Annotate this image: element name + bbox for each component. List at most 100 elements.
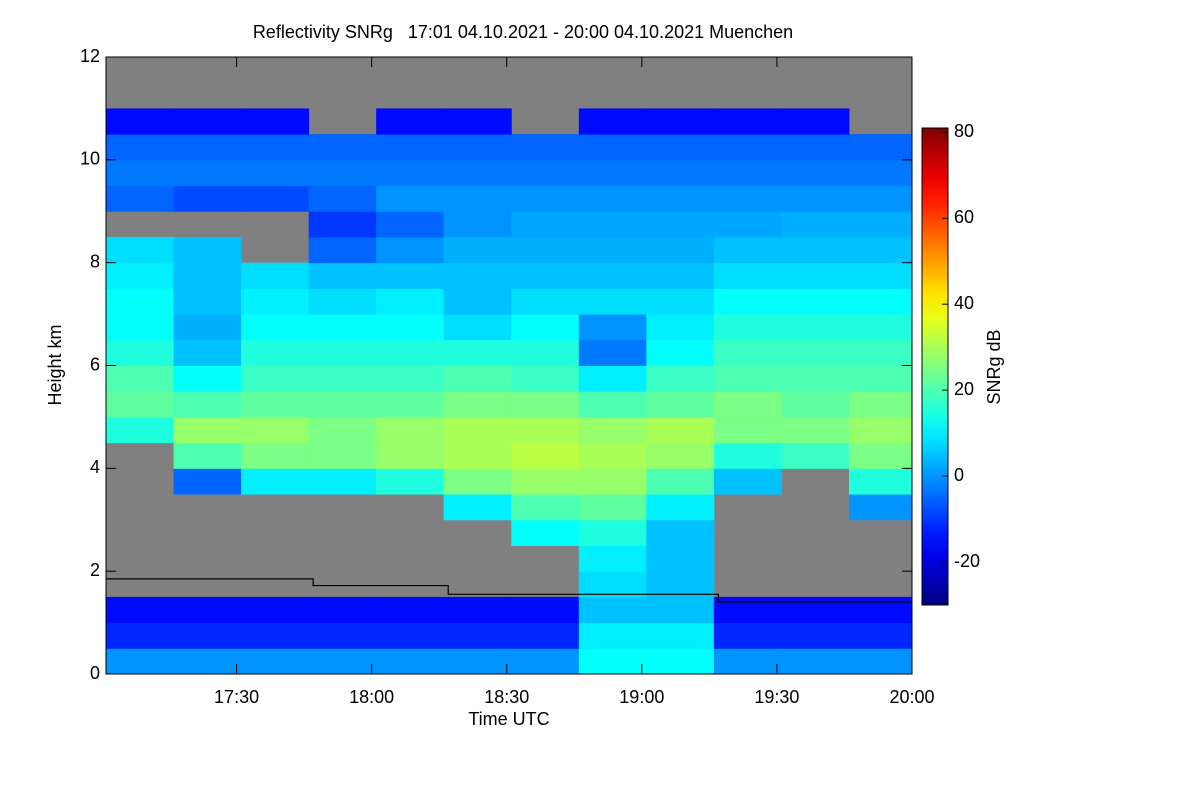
heatmap-cell [713, 391, 782, 418]
heatmap-cell [578, 314, 647, 341]
heatmap-cell [781, 185, 850, 212]
heatmap-cell [241, 134, 310, 161]
heatmap-cell [173, 391, 242, 418]
heatmap-cell [443, 185, 512, 212]
heatmap-cell [578, 185, 647, 212]
heatmap-cell [578, 545, 647, 572]
heatmap-cell [511, 236, 580, 264]
heatmap-cell [848, 314, 913, 341]
x-axis-label: Time UTC [468, 709, 549, 729]
heatmap-cell [308, 314, 377, 341]
heatmap-cell [713, 262, 782, 289]
heatmap-cell [848, 442, 913, 469]
heatmap-cell [781, 108, 850, 135]
heatmap-cell [511, 262, 580, 289]
heatmap-cell [376, 236, 445, 264]
heatmap-cell [376, 416, 445, 444]
heatmap-cell [781, 622, 850, 649]
heatmap-cell [578, 134, 647, 161]
heatmap-cell [646, 339, 715, 366]
heatmap-cell [173, 159, 242, 187]
heatmap-cell [578, 262, 647, 289]
heatmap-cell [241, 442, 310, 469]
heatmap-cell [646, 571, 715, 598]
x-tick-label: 18:00 [349, 687, 394, 707]
y-tick-label: 6 [90, 354, 100, 374]
colorbar [921, 127, 949, 606]
heatmap-cell [848, 468, 913, 495]
heatmap-cell [241, 365, 310, 392]
heatmap-cell [646, 545, 715, 572]
heatmap-cell [713, 288, 782, 315]
heatmap-cell [578, 339, 647, 366]
heatmap-cell [848, 391, 913, 418]
heatmap-cell [848, 262, 913, 289]
heatmap-cell [241, 185, 310, 212]
heatmap-cell [511, 468, 580, 495]
heatmap-cell [308, 365, 377, 392]
heatmap-cell [646, 519, 715, 546]
heatmap-cell [173, 468, 242, 495]
heatmap-cell [646, 468, 715, 495]
heatmap-cell [578, 365, 647, 392]
heatmap-cell [173, 314, 242, 341]
heatmap-cell [106, 391, 175, 418]
heatmap-cell [376, 648, 445, 675]
heatmap-cell [713, 648, 782, 675]
heatmap-cell [241, 391, 310, 418]
heatmap-cell [376, 314, 445, 341]
heatmap-cell [308, 648, 377, 675]
heatmap-cell [713, 134, 782, 161]
heatmap-cell [713, 314, 782, 341]
heatmap-cell [511, 339, 580, 366]
heatmap-cell [511, 596, 580, 624]
heatmap-cell [308, 622, 377, 649]
heatmap-cell [173, 339, 242, 366]
heatmap-cell [376, 134, 445, 161]
heatmap-cell [646, 211, 715, 238]
heatmap-cell [511, 648, 580, 675]
heatmap-cell [443, 494, 512, 521]
heatmap-cell [713, 442, 782, 469]
heatmap-cell [578, 108, 647, 135]
heatmap-cell [443, 365, 512, 392]
heatmap-cell [241, 262, 310, 289]
colorbar-tick-label: 20 [954, 379, 974, 399]
x-tick-label: 17:30 [214, 687, 259, 707]
heatmap-cell [848, 648, 913, 675]
heatmap-cell [578, 416, 647, 444]
heatmap-cell [173, 596, 242, 624]
heatmap-cell [443, 391, 512, 418]
heatmap-cell [713, 468, 782, 495]
x-tick-label: 19:30 [754, 687, 799, 707]
heatmap-cell [511, 159, 580, 187]
heatmap-cell [376, 442, 445, 469]
heatmap-cell [443, 108, 512, 135]
heatmap-cell [511, 185, 580, 212]
heatmap-cell [308, 236, 377, 264]
heatmap-cell [308, 262, 377, 289]
colorbar-label: SNRg dB [984, 329, 1004, 404]
heatmap-cell [646, 314, 715, 341]
heatmap-cell [308, 339, 377, 366]
overlay-line [106, 578, 912, 603]
y-tick-label: 12 [80, 46, 100, 66]
heatmap-cell [578, 494, 647, 521]
heatmap-cell [308, 468, 377, 495]
heatmap-cell [511, 416, 580, 444]
heatmap-cell [443, 159, 512, 187]
heatmap-cell [443, 211, 512, 238]
heatmap-cell [781, 339, 850, 366]
heatmap-cell [443, 236, 512, 264]
heatmap-cell [781, 365, 850, 392]
heatmap-cell [106, 236, 175, 264]
heatmap-cell [848, 339, 913, 366]
heatmap-cell [241, 648, 310, 675]
heatmap-cell [173, 288, 242, 315]
heatmap-cell [308, 391, 377, 418]
heatmap-cell [106, 365, 175, 392]
heatmap-cell [511, 494, 580, 521]
heatmap-cell [646, 416, 715, 444]
heatmap-cell [308, 185, 377, 212]
